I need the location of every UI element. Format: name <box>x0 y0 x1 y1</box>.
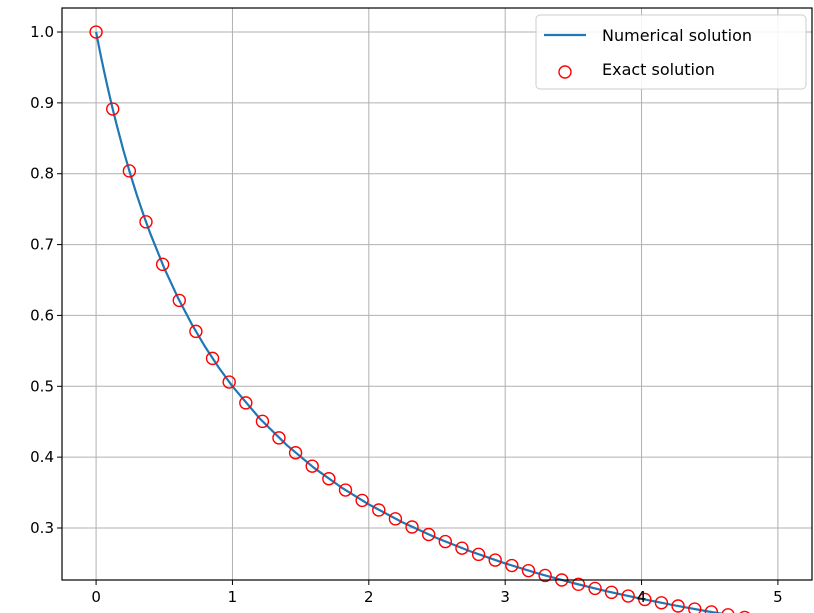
exact-solution-point <box>189 324 203 339</box>
legend: Numerical solution Exact solution <box>535 14 807 90</box>
exact-solution-point <box>272 431 286 445</box>
exact-solution-point <box>372 503 386 517</box>
x-tick-label: 5 <box>773 588 783 606</box>
exact-solution-point <box>222 375 236 389</box>
y-tick-label: 0.3 <box>30 519 54 537</box>
y-tick-label: 0.4 <box>30 448 54 466</box>
exact-solution-point <box>654 596 669 610</box>
numerical-solution-line <box>95 31 725 613</box>
axis-ticks: 0 1 2 3 4 5 0.3 0.4 0.5 0.6 0.7 0.8 0.9 1.0 <box>30 23 783 606</box>
exact-solution-point <box>538 568 552 583</box>
y-tick-label: 0.6 <box>30 306 54 324</box>
grid <box>62 8 812 580</box>
exact-solution-point <box>671 599 685 613</box>
exact-solution-point <box>488 553 502 567</box>
x-tick-label: 4 <box>637 588 647 606</box>
legend-box <box>535 14 807 90</box>
exact-solution-point <box>421 527 436 542</box>
exact-solution-point <box>521 563 536 578</box>
exact-solution-point <box>688 602 702 613</box>
exact-solution-point <box>638 592 652 607</box>
y-tick-label: 0.7 <box>30 236 54 254</box>
exact-solution-point <box>388 512 403 526</box>
exact-solution-point <box>604 585 619 600</box>
exact-solution-point <box>139 215 153 229</box>
y-tick-label: 1.0 <box>30 23 54 41</box>
exact-solution-point <box>505 558 519 573</box>
exact-solution-point <box>305 459 319 473</box>
x-tick-label: 2 <box>364 588 374 606</box>
exact-solution-point <box>438 534 453 549</box>
exact-solution-point <box>255 414 270 429</box>
exact-solution-point <box>288 446 303 460</box>
exact-solution-point <box>721 608 735 613</box>
exact-solution-point <box>571 577 586 592</box>
exact-solution-point <box>122 164 137 178</box>
legend-label: Numerical solution <box>602 26 752 45</box>
exact-solution-point <box>405 520 419 534</box>
y-tick-label: 0.5 <box>30 377 54 395</box>
y-tick-label: 0.8 <box>30 165 54 183</box>
x-tick-label: 0 <box>91 588 101 606</box>
legend-label: Exact solution <box>602 60 715 79</box>
y-tick-label: 0.9 <box>30 94 54 112</box>
exact-solution-point <box>621 589 635 603</box>
plot-series <box>89 25 750 613</box>
exact-solution-point <box>588 581 602 596</box>
legend-swatch-marker <box>558 65 572 79</box>
plot-frame <box>61 7 813 581</box>
exact-solution-point <box>89 25 103 39</box>
exact-solution-point <box>239 396 253 410</box>
exact-solution-point <box>322 472 336 486</box>
exact-solution-point <box>471 547 486 562</box>
exact-solution-point <box>155 257 170 272</box>
exact-solution-point <box>739 610 750 613</box>
x-tick-label: 1 <box>228 588 238 606</box>
exact-solution-point <box>455 541 469 555</box>
x-tick-label: 3 <box>500 588 510 606</box>
exact-solution-point <box>106 102 120 116</box>
exact-solution-point <box>704 605 719 613</box>
exact-solution-point <box>205 351 220 366</box>
exact-solution-point <box>355 493 369 508</box>
exact-solution-point <box>338 483 353 497</box>
exact-solution-point <box>172 293 186 308</box>
